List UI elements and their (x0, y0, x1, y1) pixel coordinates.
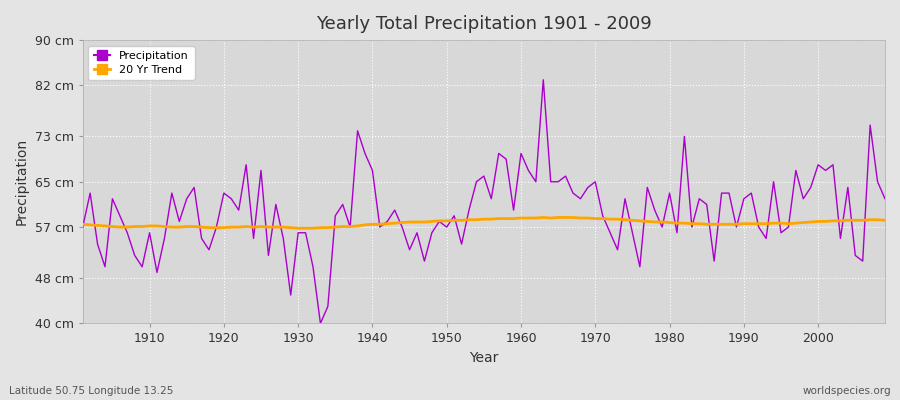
Legend: Precipitation, 20 Yr Trend: Precipitation, 20 Yr Trend (88, 46, 194, 80)
Title: Yearly Total Precipitation 1901 - 2009: Yearly Total Precipitation 1901 - 2009 (316, 15, 652, 33)
Text: Latitude 50.75 Longitude 13.25: Latitude 50.75 Longitude 13.25 (9, 386, 174, 396)
Y-axis label: Precipitation: Precipitation (15, 138, 29, 225)
X-axis label: Year: Year (469, 351, 499, 365)
Text: worldspecies.org: worldspecies.org (803, 386, 891, 396)
